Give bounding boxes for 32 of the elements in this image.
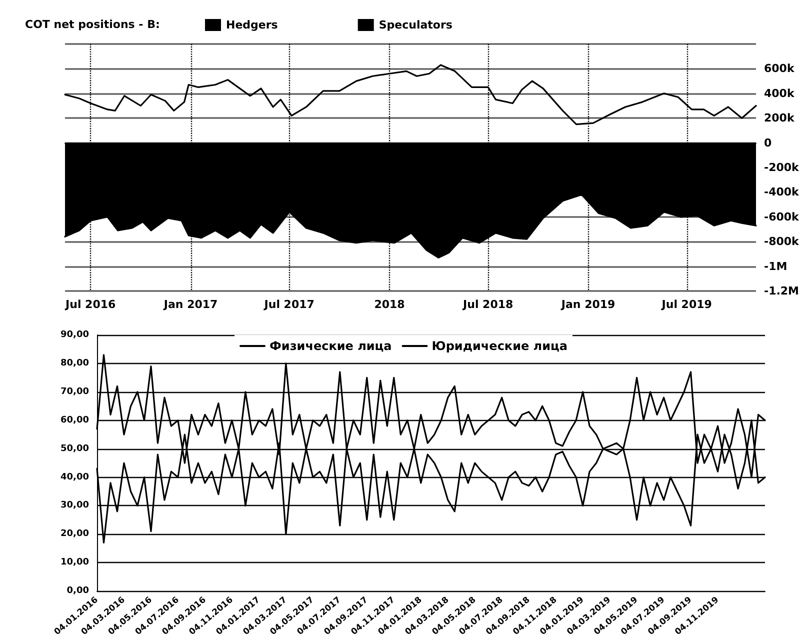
- y-tick-label: -400k: [764, 186, 800, 199]
- y-tick-label: 20,00: [60, 529, 89, 540]
- y-tick-label: 600k: [764, 62, 795, 76]
- y-tick-label: 80,00: [60, 358, 89, 368]
- y-tick-label: -200k: [764, 161, 800, 174]
- y-tick-label: 200k: [764, 112, 795, 125]
- y-tick-label: 70,00: [60, 386, 89, 397]
- y-tick-label: 10,00: [60, 558, 89, 568]
- legend-label: Speculators: [378, 18, 453, 32]
- x-tick-label: Jan 2019: [560, 298, 616, 311]
- x-tick-label: Jul 2018: [462, 298, 514, 311]
- x-tick-label: 2018: [374, 298, 405, 311]
- legend-label: Физические лица: [270, 339, 392, 353]
- y-tick-label: 400k: [764, 86, 795, 100]
- y-tick-label: 40,00: [60, 472, 89, 482]
- y-tick-label: -800k: [764, 235, 800, 248]
- legend-label: Hedgers: [226, 18, 278, 32]
- x-tick-label: Jul 2017: [263, 298, 314, 311]
- x-tick-label: Jul 2019: [660, 298, 712, 311]
- y-tick-label: 90,00: [60, 330, 89, 340]
- legend-label: Юридические лица: [432, 339, 568, 353]
- y-tick-label: 0,00: [66, 586, 89, 596]
- y-tick-label: -1.2M: [764, 284, 799, 298]
- y-tick-label: -1M: [764, 260, 788, 273]
- x-tick-label: Jul 2016: [64, 298, 116, 311]
- y-tick-label: 0: [764, 136, 772, 150]
- y-tick-label: 60,00: [60, 415, 89, 426]
- legend-title: COT net positions - B:: [25, 18, 160, 31]
- y-tick-label: 50,00: [60, 444, 89, 454]
- x-tick-label: Jan 2017: [162, 298, 218, 311]
- y-tick-label: -600k: [764, 210, 800, 224]
- y-tick-label: 30,00: [60, 500, 89, 511]
